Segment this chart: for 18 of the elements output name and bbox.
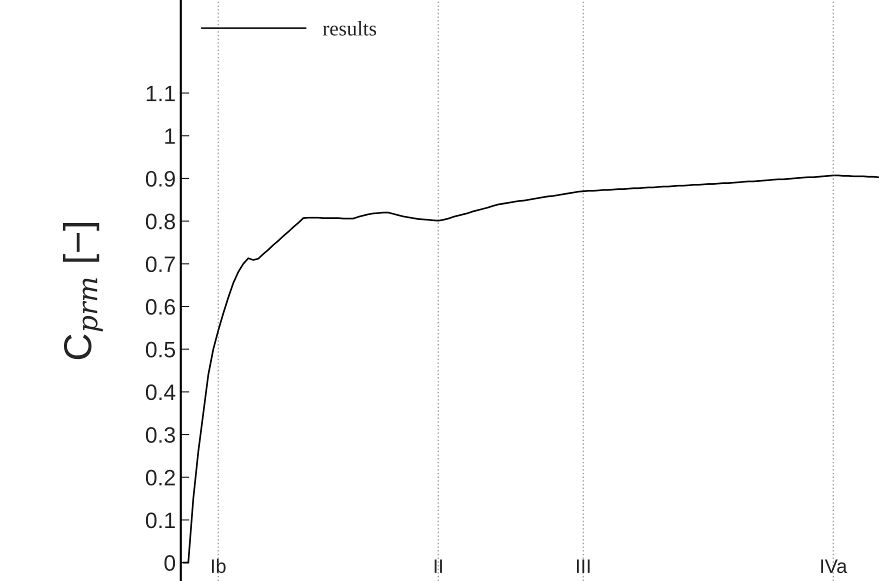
y-tick-label: 1 bbox=[165, 128, 175, 144]
y-tick-label: 0.8 bbox=[146, 214, 175, 230]
y-tick-label: 0.4 bbox=[146, 384, 176, 400]
x-tick-label: III bbox=[576, 559, 590, 573]
x-tick-label: Ib bbox=[212, 558, 226, 574]
y-tick-label: 0.1 bbox=[146, 512, 175, 528]
y-tick-label: 1.1 bbox=[146, 86, 175, 102]
y-tick-label: 0.5 bbox=[146, 342, 176, 358]
y-tick-label: 0.3 bbox=[146, 427, 175, 443]
legend-label: results bbox=[322, 20, 376, 36]
y-tick-label: 0.7 bbox=[146, 256, 175, 272]
y-axis-title: C$_{prm}$ [−] bbox=[62, 223, 103, 360]
y-tick-label: 0 bbox=[164, 555, 176, 571]
x-tick-label: IVa bbox=[821, 559, 848, 574]
y-tick-label: 0.9 bbox=[146, 170, 175, 187]
y-tick-label: 0.2 bbox=[146, 470, 175, 486]
y-tick-label: 0.6 bbox=[146, 299, 175, 315]
x-tick-label: II bbox=[434, 559, 442, 573]
